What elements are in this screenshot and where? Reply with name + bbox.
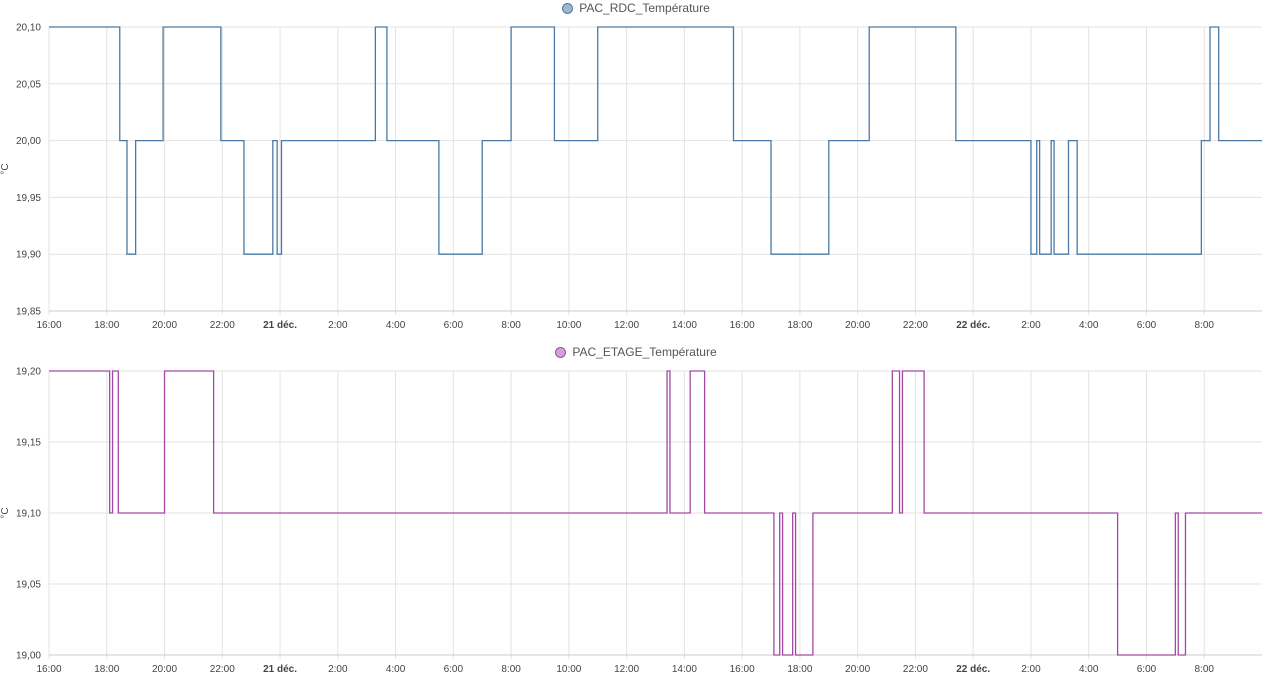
y-axis-title: °C [0, 163, 11, 174]
x-tick-label: 14:00 [672, 320, 697, 331]
x-tick-label: 8:00 [1195, 664, 1215, 675]
x-tick-label: 12:00 [614, 664, 639, 675]
x-tick-label: 22:00 [903, 320, 928, 331]
x-tick-label: 8:00 [1195, 320, 1215, 331]
x-tick-label: 18:00 [787, 664, 812, 675]
x-tick-label: 14:00 [672, 664, 697, 675]
x-tick-label: 10:00 [556, 664, 581, 675]
chart-panel-etage: PAC_ETAGE_Température 19,20 19,15 19,10 19,… [0, 340, 1272, 681]
y-tick-label: 19,00 [16, 651, 41, 662]
x-tick-label: 16:00 [730, 664, 755, 675]
series-line [49, 370, 1262, 656]
x-tick-label: 6:00 [444, 664, 464, 675]
x-tick-label: 18:00 [94, 320, 119, 331]
x-tick-label: 22:00 [210, 664, 235, 675]
x-tick-label: 16:00 [730, 320, 755, 331]
x-tick-label: 22 déc. [956, 320, 990, 331]
x-tick-label: 18:00 [94, 664, 119, 675]
x-tick-label: 20:00 [152, 320, 177, 331]
x-tick-label: 4:00 [386, 320, 406, 331]
legend: PAC_RDC_Température [0, 0, 1272, 16]
x-tick-label: 16:00 [36, 320, 61, 331]
x-tick-label: 8:00 [501, 664, 521, 675]
series-line [49, 26, 1262, 255]
legend-label: PAC_ETAGE_Température [572, 345, 717, 359]
x-tick-label: 22:00 [903, 664, 928, 675]
legend-label: PAC_RDC_Température [579, 1, 710, 15]
x-tick-label: 10:00 [556, 320, 581, 331]
chart-etage: 19,20 19,15 19,10 19,05 19,00 16:00 18:00 20:00… [0, 367, 1262, 675]
x-tick-label: 4:00 [1079, 320, 1099, 331]
x-tick-label: 2:00 [1021, 664, 1041, 675]
legend-item-rdc[interactable]: PAC_RDC_Température [562, 1, 710, 15]
x-tick-label: 22 déc. [956, 664, 990, 675]
legend-item-etage[interactable]: PAC_ETAGE_Température [555, 345, 717, 359]
x-tick-label: 8:00 [501, 320, 521, 331]
y-tick-label: 19,95 [16, 193, 41, 204]
x-tick-label: 21 déc. [263, 320, 297, 331]
x-tick-label: 22:00 [210, 320, 235, 331]
y-axis-title: °C [0, 507, 11, 518]
x-tick-label: 20:00 [152, 664, 177, 675]
x-tick-label: 21 déc. [263, 664, 297, 675]
x-tick-label: 2:00 [328, 320, 348, 331]
x-tick-label: 16:00 [36, 664, 61, 675]
x-tick-label: 20:00 [845, 320, 870, 331]
y-tick-label: 19,20 [16, 367, 41, 378]
y-tick-label: 19,85 [16, 307, 41, 318]
x-tick-label: 2:00 [328, 664, 348, 675]
y-tick-label: 20,00 [16, 136, 41, 147]
legend: PAC_ETAGE_Température [0, 344, 1272, 360]
y-tick-label: 19,10 [16, 509, 41, 520]
x-tick-label: 20:00 [845, 664, 870, 675]
legend-swatch-icon [555, 346, 567, 358]
y-tick-label: 19,05 [16, 580, 41, 591]
x-tick-label: 6:00 [1137, 664, 1157, 675]
x-tick-label: 6:00 [1137, 320, 1157, 331]
x-tick-label: 4:00 [1079, 664, 1099, 675]
y-tick-label: 19,15 [16, 438, 41, 449]
y-tick-label: 19,90 [16, 250, 41, 261]
y-tick-label: 20,05 [16, 79, 41, 90]
x-tick-label: 4:00 [386, 664, 406, 675]
y-tick-label: 20,10 [16, 23, 41, 34]
chart-panel-rdc: PAC_RDC_Température 20,10 20,05 20,00 19,95… [0, 0, 1272, 340]
chart-rdc: 20,10 20,05 20,00 19,95 19,90 19,85 16:00 18:00… [0, 23, 1262, 331]
x-tick-label: 12:00 [614, 320, 639, 331]
x-tick-label: 18:00 [787, 320, 812, 331]
x-tick-label: 2:00 [1021, 320, 1041, 331]
x-tick-label: 6:00 [444, 320, 464, 331]
legend-swatch-icon [562, 2, 574, 14]
